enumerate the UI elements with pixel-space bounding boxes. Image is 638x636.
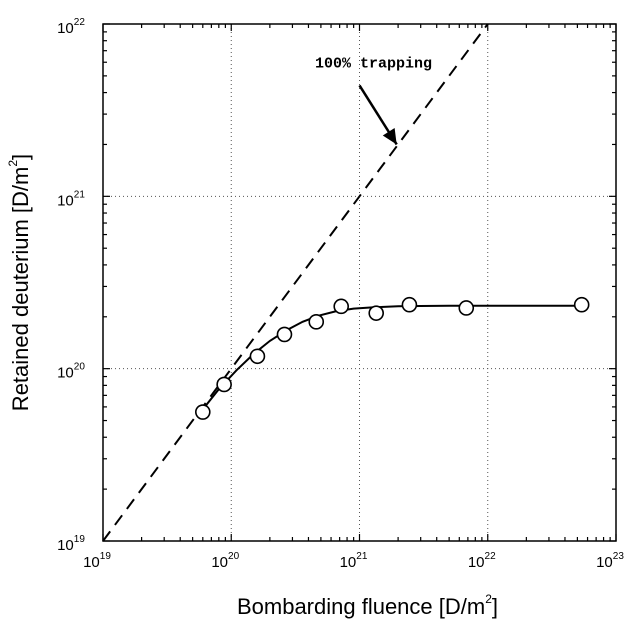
fit-curve-layer bbox=[202, 304, 582, 411]
y-axis-title-end: ] bbox=[8, 154, 33, 160]
y-tick-label: 1022 bbox=[57, 17, 85, 37]
annotation-layer: 100% trapping bbox=[315, 55, 432, 146]
x-tick-label: 1021 bbox=[340, 551, 368, 571]
plot-frame bbox=[102, 23, 617, 542]
grid-lines bbox=[103, 24, 616, 541]
data-point bbox=[401, 296, 418, 313]
x-tick-label: 1020 bbox=[211, 551, 239, 571]
y-axis-title-main: Retained deuterium [D/m bbox=[8, 167, 33, 412]
data-point bbox=[368, 305, 385, 321]
y-axis-title: Retained deuterium [D/m2] bbox=[6, 154, 33, 411]
data-point bbox=[333, 298, 350, 315]
x-axis-title-sup: 2 bbox=[485, 592, 492, 606]
trapping-dashed-line bbox=[102, 23, 489, 542]
data-markers bbox=[194, 296, 590, 420]
data-point bbox=[276, 326, 293, 343]
data-point bbox=[216, 376, 232, 393]
y-tick-label: 1019 bbox=[57, 534, 85, 554]
y-axis-title-sup: 2 bbox=[6, 160, 20, 167]
annotation-arrow-head bbox=[382, 128, 397, 145]
x-tick-labels: 1019 1020 1021 1022 1023 bbox=[83, 551, 624, 571]
x-tick-label: 1019 bbox=[83, 551, 111, 571]
x-axis-title-main: Bombarding fluence [D/m bbox=[237, 594, 485, 619]
y-tick-label: 1020 bbox=[57, 362, 85, 382]
y-tick-label: 1021 bbox=[57, 189, 85, 209]
data-point bbox=[573, 296, 590, 313]
data-point bbox=[249, 348, 266, 365]
data-point bbox=[458, 300, 475, 316]
annotation-100-trapping: 100% trapping bbox=[315, 55, 432, 72]
x-tick-label: 1022 bbox=[468, 551, 496, 571]
x-axis-title: Bombarding fluence [D/m2] bbox=[237, 592, 498, 619]
data-point bbox=[308, 314, 325, 330]
data-point bbox=[194, 404, 211, 420]
x-tick-label: 1023 bbox=[596, 551, 624, 571]
trapping-line-layer bbox=[102, 23, 489, 542]
x-axis-title-end: ] bbox=[492, 594, 498, 619]
axis-ticks bbox=[102, 23, 617, 542]
fit-curve bbox=[202, 304, 582, 411]
y-tick-labels: 1019 1020 1021 1022 bbox=[57, 17, 85, 554]
